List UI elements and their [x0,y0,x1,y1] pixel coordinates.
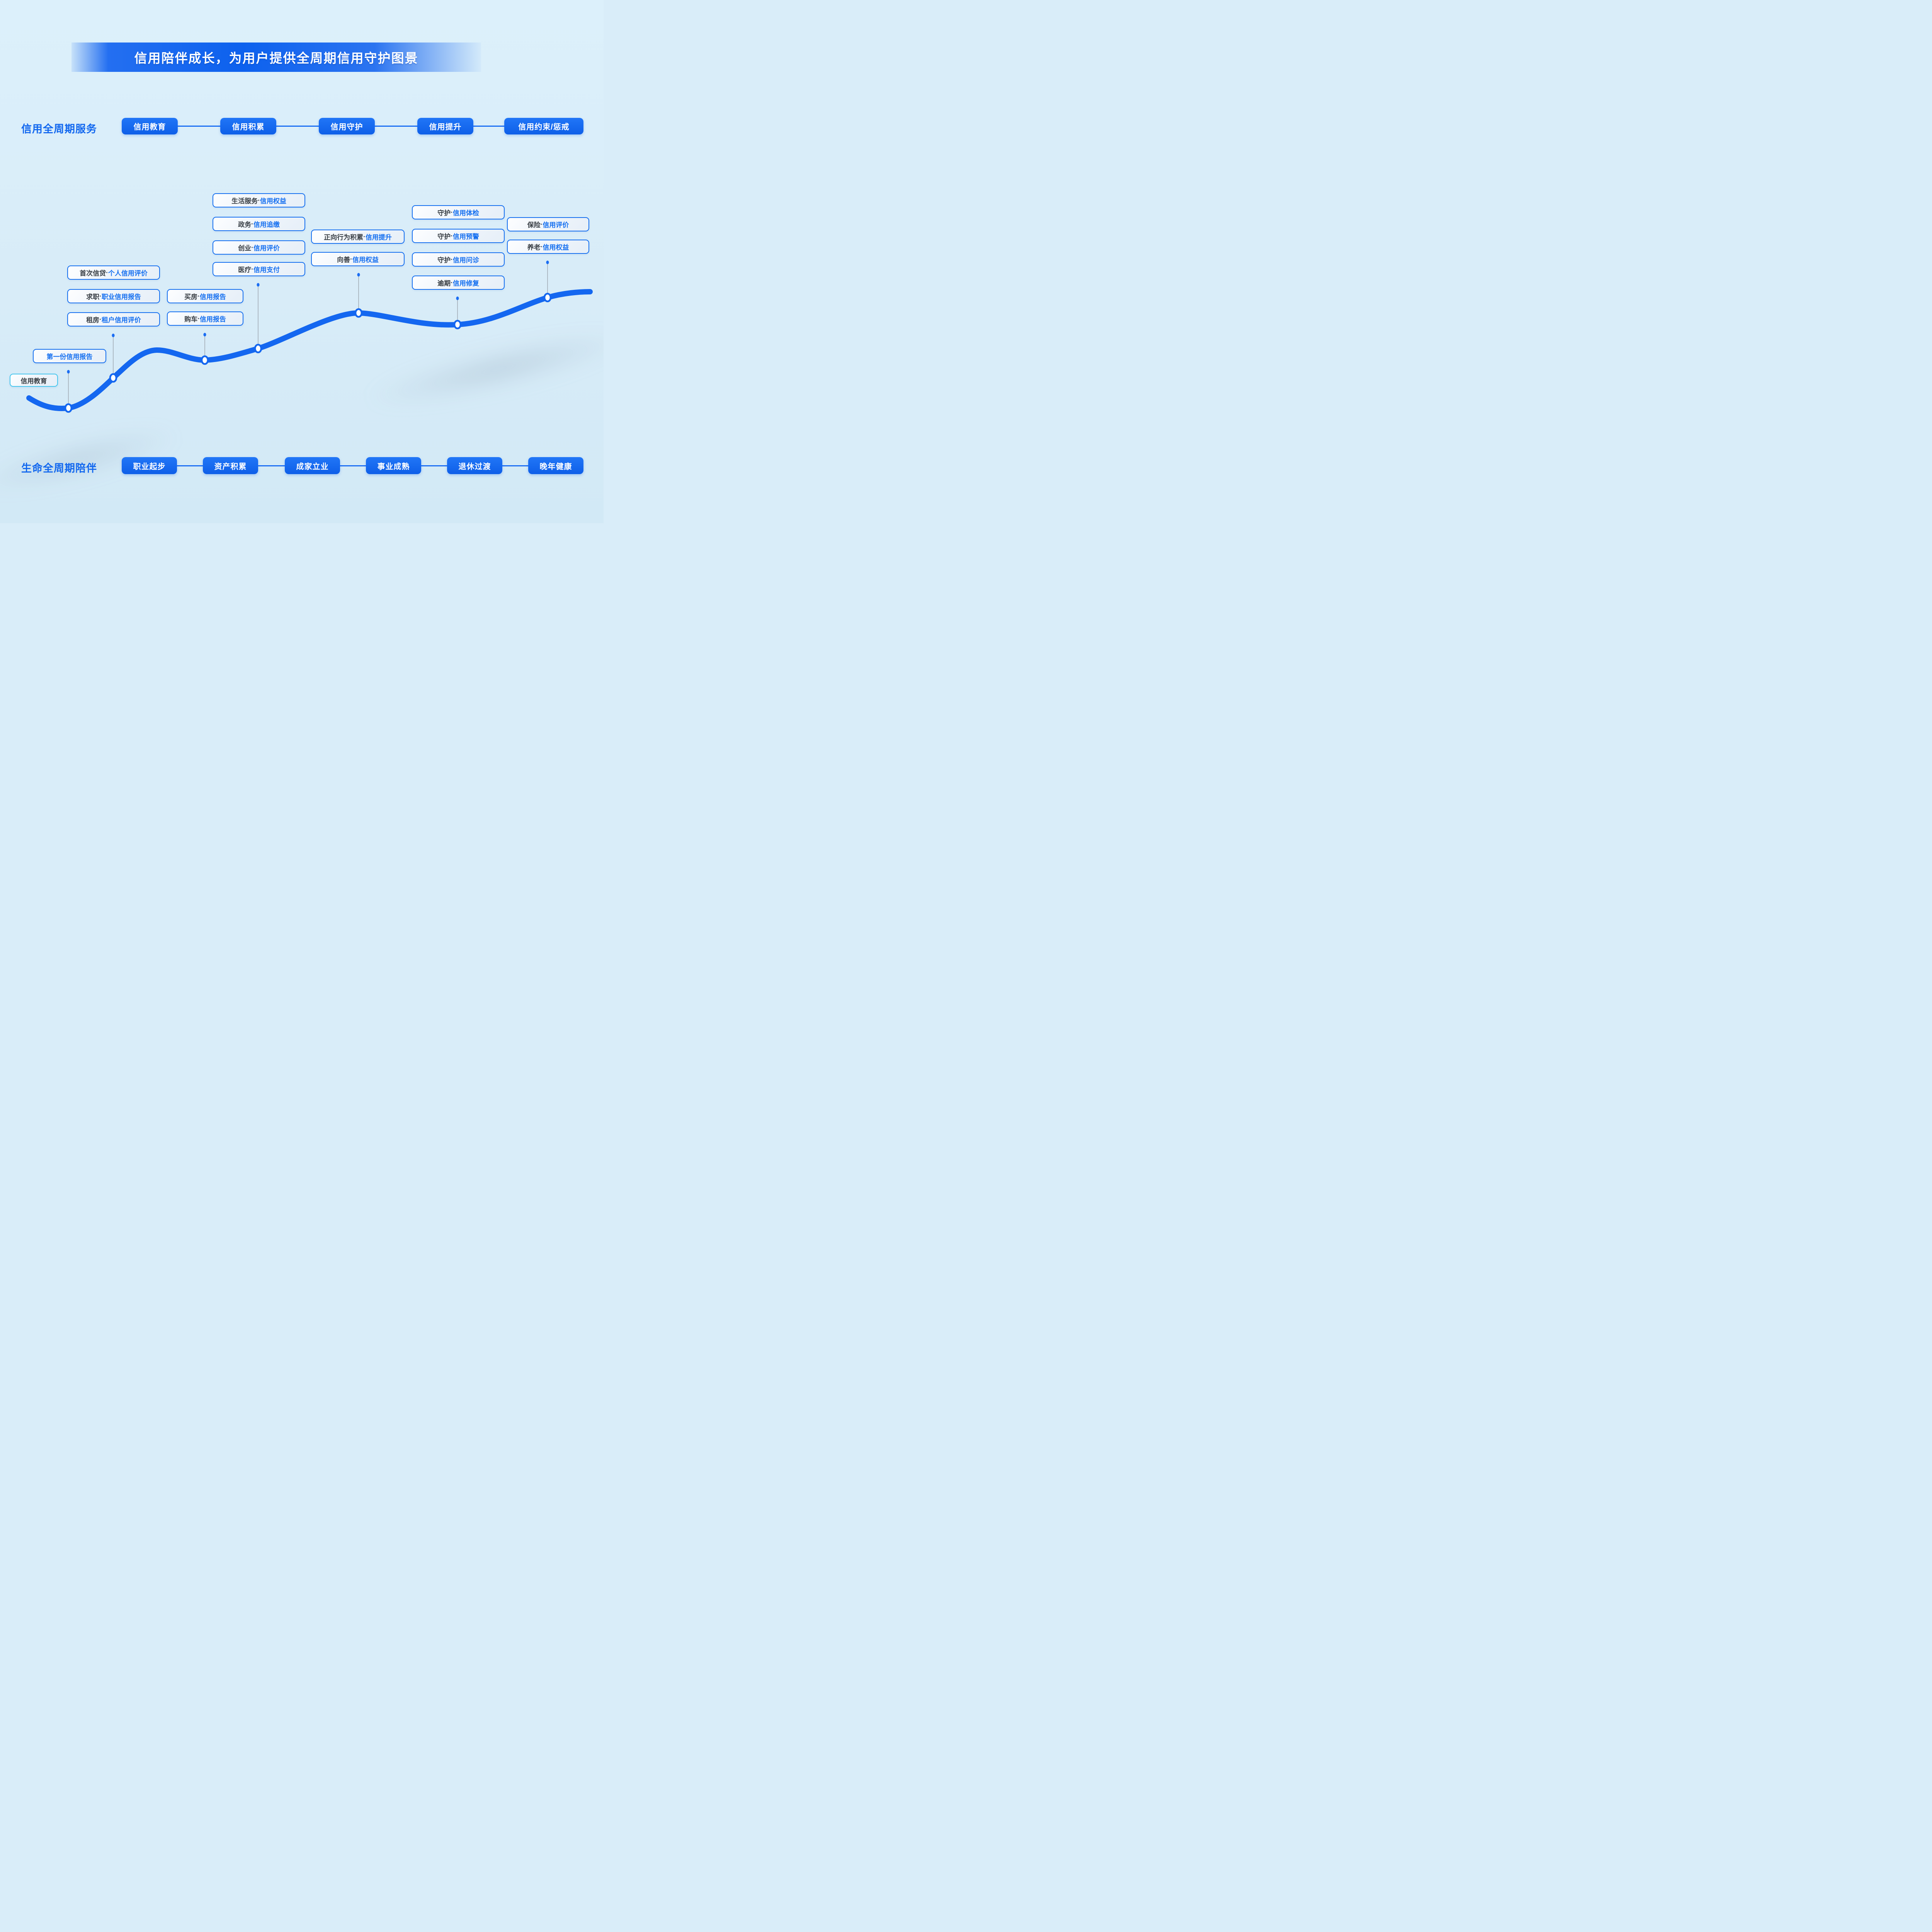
milestone-node-first-cluster [109,373,117,383]
milestone-connector-lines [68,264,548,406]
card-renting: 租房 · 租户信用评价 [67,312,160,327]
card-job-seeking: 求职 · 职业信用报告 [67,289,160,303]
card-government: 政务 · 信用追缴 [213,217,305,231]
stage-pill-credit-accumulation[interactable]: 信用积累 [220,118,276,134]
milestone-node-guard [453,320,462,330]
milestone-nodes [64,293,552,413]
card-medical: 医疗 · 信用支付 [213,262,305,276]
card-car-buying: 购车 · 信用报告 [167,311,243,326]
milestone-node-house-car [201,355,209,365]
card-life-service: 生活服务 · 信用权益 [213,193,305,207]
stage-pill-credit-discipline[interactable]: 信用约束/惩戒 [504,118,583,134]
life-pill-career-start[interactable]: 职业起步 [122,457,177,474]
card-guard-consult: 守护 · 信用问诊 [412,252,505,267]
card-overdue-repair: 逾期 · 信用修复 [412,276,505,290]
infographic-canvas: 信用陪伴成长，为用户提供全周期信用守护图景 信用全周期服务 信用教育 信用积累 … [0,0,604,523]
card-positive-behavior: 正向行为积累 · 信用提升 [311,230,405,244]
milestone-node-services [254,344,262,354]
milestone-connector-dots [67,260,549,374]
life-pill-retirement[interactable]: 退休过渡 [447,457,502,474]
milestone-node-positive [354,308,363,318]
credit-growth-curve [26,260,593,413]
card-guard-warning: 守护 · 信用预警 [412,229,505,243]
bottom-track-connector-line [150,465,556,466]
milestone-node-elderly [543,293,552,303]
milestone-node-education [64,403,73,413]
stage-pill-credit-improve[interactable]: 信用提升 [417,118,473,134]
top-track-label: 信用全周期服务 [21,123,97,135]
card-startup: 创业 · 信用评价 [213,240,305,255]
card-insurance: 保险 · 信用评价 [507,217,589,231]
card-first-report: 第一份信用报告 [33,349,106,363]
card-kindness: 向善 · 信用权益 [311,252,405,266]
card-first-credit: 首次信贷 · 个人信用评价 [67,265,160,280]
page-title: 信用陪伴成长，为用户提供全周期信用守护图景 [134,51,418,65]
title-banner: 信用陪伴成长，为用户提供全周期信用守护图景 [71,43,481,72]
life-pill-career-mature[interactable]: 事业成熟 [366,457,421,474]
card-education: 信用教育 [10,374,58,387]
card-guard-checkup: 守护 · 信用体检 [412,205,505,219]
card-elderly: 养老 · 信用权益 [507,240,589,254]
life-pill-family[interactable]: 成家立业 [285,457,340,474]
life-pill-asset-accumulate[interactable]: 资产积累 [203,457,258,474]
card-home-buying: 买房 · 信用报告 [167,289,243,303]
stage-pill-credit-guard[interactable]: 信用守护 [319,118,375,134]
stage-pill-credit-education[interactable]: 信用教育 [122,118,178,134]
life-pill-elder-health[interactable]: 晚年健康 [528,457,583,474]
bottom-track-label: 生命全周期陪伴 [21,463,97,474]
